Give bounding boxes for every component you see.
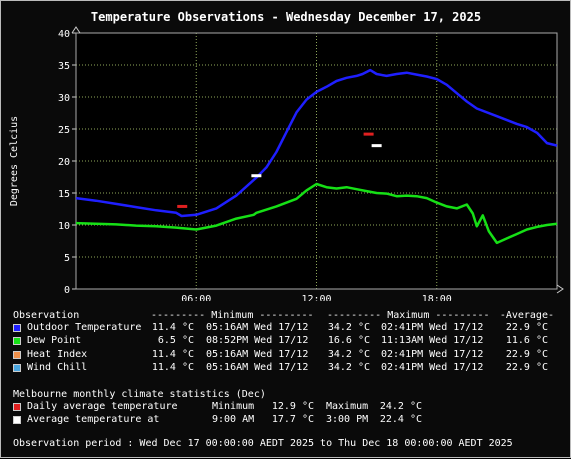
observation-period: Observation period : Wed Dec 17 00:00:00… bbox=[13, 438, 513, 449]
legend-swatch bbox=[13, 350, 21, 359]
max-value: 34.2 °C bbox=[327, 348, 370, 360]
y-axis-label: Degrees Celcius bbox=[9, 116, 20, 206]
table-header-maximum: --------- Maximum --------- bbox=[327, 310, 490, 321]
y-tick-label: 5 bbox=[64, 253, 70, 264]
plot-border bbox=[75, 32, 558, 290]
climate-label: Daily average temperature bbox=[27, 401, 178, 412]
climate-max-value: 22.4 °C bbox=[379, 414, 422, 425]
climate-max-value: 24.2 °C bbox=[379, 401, 422, 412]
max-time: 02:41PM Wed 17/12 bbox=[381, 361, 484, 373]
min-value: 11.4 °C bbox=[151, 322, 194, 333]
avg-value: 22.9 °C bbox=[505, 322, 548, 333]
y-tick-label: 35 bbox=[58, 61, 70, 72]
legend-label: Heat Index bbox=[27, 348, 88, 360]
max-time: 02:41PM Wed 17/12 bbox=[381, 322, 484, 333]
avg-value: 22.9 °C bbox=[505, 348, 548, 360]
climate-min-label: 9:00 AM bbox=[212, 414, 255, 425]
y-tick-label: 0 bbox=[64, 285, 70, 296]
min-time: 05:16AM Wed 17/12 bbox=[206, 348, 309, 360]
max-time: 02:41PM Wed 17/12 bbox=[381, 348, 484, 360]
max-value: 16.6 °C bbox=[327, 335, 370, 347]
y-tick-label: 20 bbox=[58, 157, 70, 168]
x-tick-label: 12:00 bbox=[301, 294, 331, 301]
table-header-observation: Observation bbox=[13, 310, 80, 321]
climate-heading: Melbourne monthly climate statistics (De… bbox=[13, 389, 266, 400]
y-tick-label: 30 bbox=[58, 93, 70, 104]
climate-label: Average temperature at bbox=[27, 414, 160, 425]
climate-max-label: 3:00 PM bbox=[326, 414, 369, 425]
max-value: 34.2 °C bbox=[327, 361, 370, 373]
legend-swatch bbox=[13, 337, 21, 346]
climate-marker bbox=[177, 204, 188, 208]
climate-marker bbox=[363, 132, 374, 136]
table-header-average: -Average- bbox=[499, 310, 554, 321]
table-header-minimum: --------- Minimum --------- bbox=[151, 310, 314, 321]
min-value: 11.4 °C bbox=[151, 348, 194, 360]
min-value: 6.5 °C bbox=[157, 335, 194, 347]
x-axis-arrow bbox=[556, 284, 564, 294]
y-tick-label: 10 bbox=[58, 221, 70, 232]
x-tick-label: 18:00 bbox=[422, 294, 452, 301]
climate-marker bbox=[251, 174, 262, 178]
temperature-chart: 0 5 10 15 20 25 30 35 40 06:00 12:00 18:00 Temperatu… bbox=[9, 10, 564, 301]
min-value: 11.4 °C bbox=[151, 361, 194, 373]
climate-swatch bbox=[13, 416, 21, 424]
min-time: 05:16AM Wed 17/12 bbox=[206, 322, 309, 333]
climate-min-label: Minimum bbox=[212, 401, 255, 412]
climate-swatch bbox=[13, 403, 21, 411]
climate-max-label: Maximum bbox=[326, 401, 369, 412]
legend-label: Outdoor Temperature bbox=[27, 322, 142, 333]
climate-marker bbox=[371, 144, 382, 148]
max-time: 11:13AM Wed 17/12 bbox=[381, 335, 484, 347]
x-tick-label: 06:00 bbox=[181, 294, 211, 301]
legend-label: Wind Chill bbox=[27, 361, 88, 373]
avg-value: 11.6 °C bbox=[505, 335, 548, 347]
series-line-outdoor-temperature bbox=[75, 68, 558, 218]
max-value: 34.2 °C bbox=[327, 322, 370, 333]
y-axis-arrow bbox=[71, 26, 81, 34]
series-line-dew-point bbox=[75, 182, 558, 245]
climate-min-value: 12.9 °C bbox=[271, 401, 314, 412]
min-time: 08:52PM Wed 17/12 bbox=[206, 335, 309, 347]
y-tick-label: 40 bbox=[58, 29, 70, 40]
legend-label: Dew Point bbox=[27, 335, 82, 347]
avg-value: 22.9 °C bbox=[505, 361, 548, 373]
legend-swatch bbox=[13, 324, 21, 332]
y-tick-label: 25 bbox=[58, 125, 70, 136]
chart-title: Temperature Observations - Wednesday Dec… bbox=[91, 10, 481, 24]
y-tick-label: 15 bbox=[58, 189, 70, 200]
climate-min-value: 17.7 °C bbox=[271, 414, 314, 425]
min-time: 05:16AM Wed 17/12 bbox=[206, 361, 309, 373]
legend-swatch bbox=[13, 363, 21, 372]
